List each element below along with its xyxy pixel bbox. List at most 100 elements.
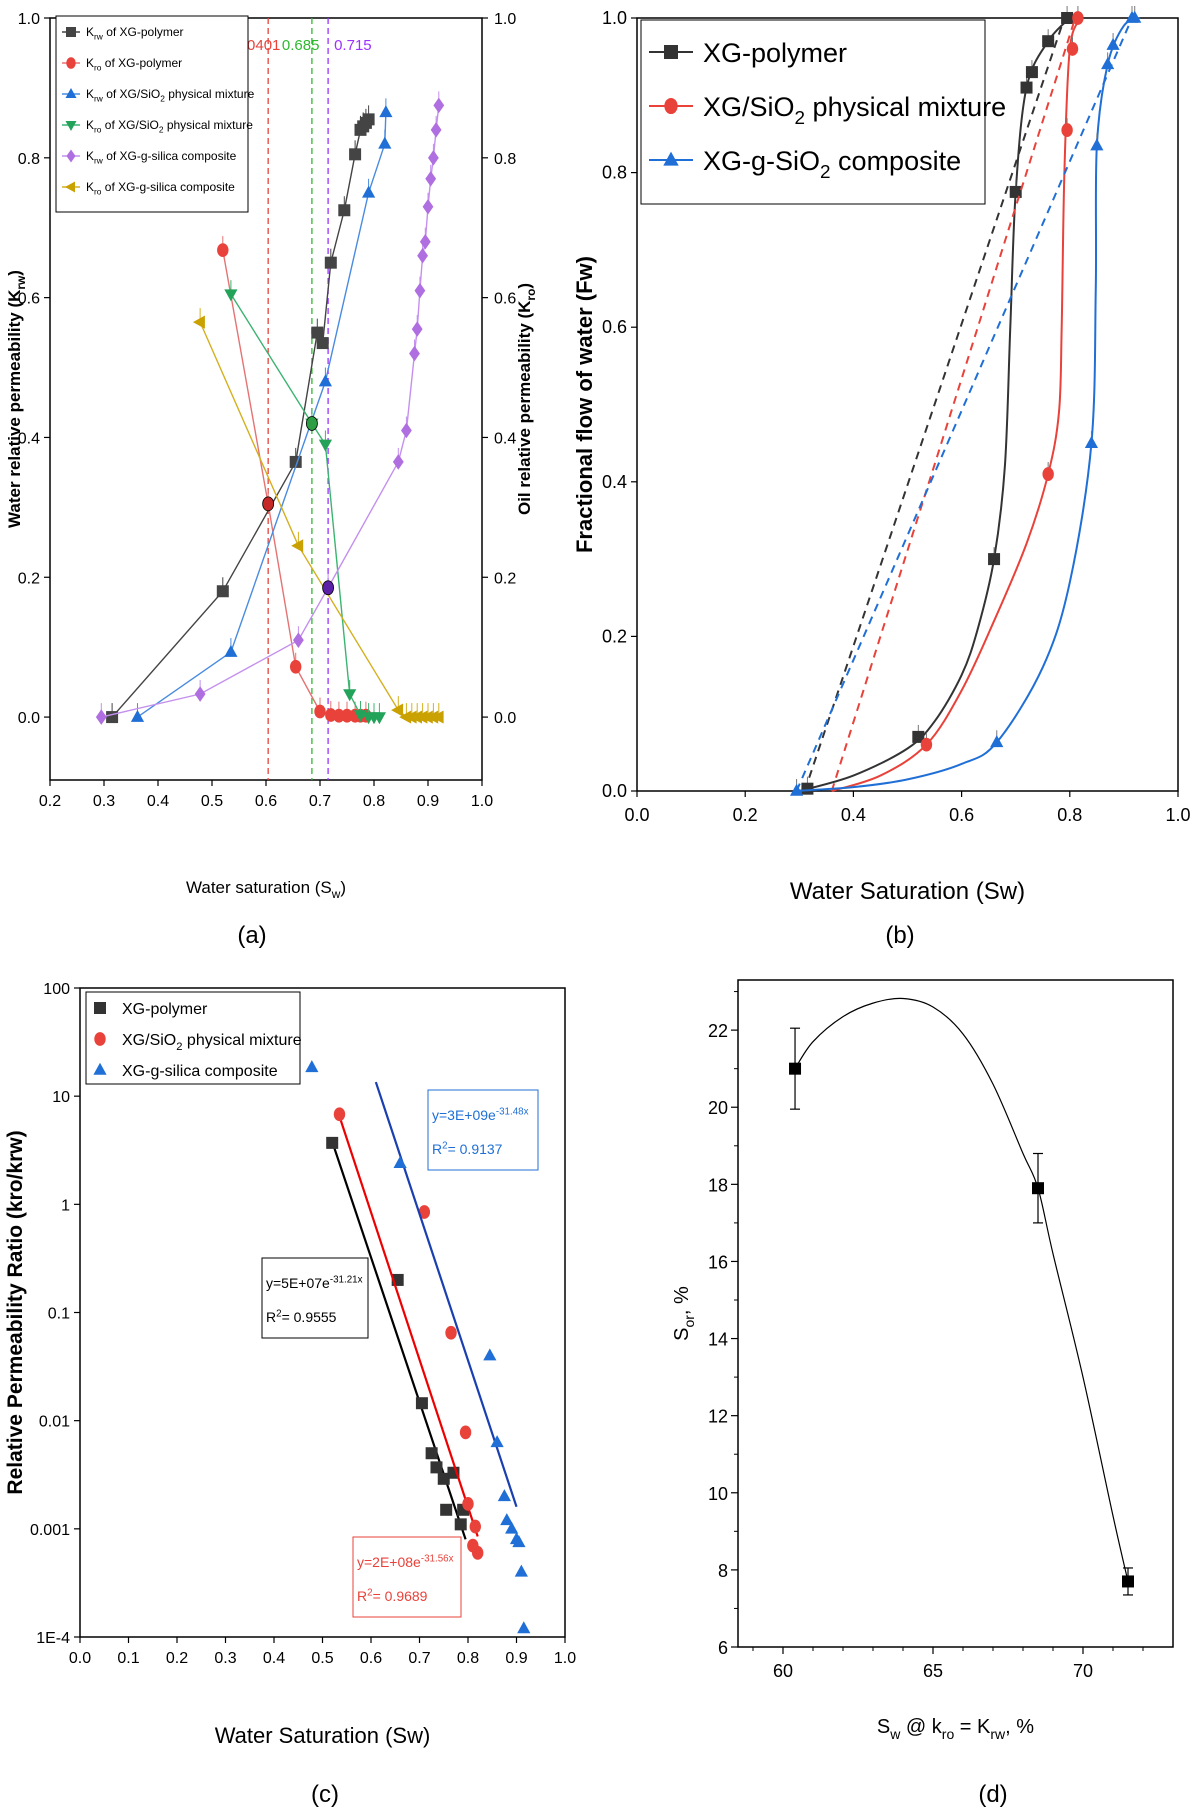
panel-b-tangent-line (830, 17, 1077, 792)
panel-d-y-tick-label: 18 (708, 1175, 728, 1195)
panel-d-x-axis-title-part: , % (1005, 1716, 1034, 1738)
panel-a-y2-tick-label: 0.0 (494, 710, 516, 727)
panel-a-data-point (192, 315, 205, 329)
panel-a-legend-label-part: K (86, 56, 94, 70)
panel-b-data-point (1061, 123, 1073, 137)
panel-d-x-axis-title-part: ro (942, 1726, 955, 1742)
panel-a-y2-tick-label: 1.0 (494, 11, 516, 28)
panel-c-fit-r2-part: R (266, 1309, 276, 1325)
panel-a-y-tick-label: 1.0 (18, 11, 40, 28)
panel-a-x-tick-label: 0.3 (93, 793, 115, 810)
panel-c-x-axis-title: Water Saturation (Sw) (215, 1723, 431, 1748)
panel-a-data-point (194, 686, 206, 702)
panel-a-data-point (318, 439, 332, 452)
panel-a-legend-label-part: K (86, 118, 94, 132)
panel-a-y2-tick-label: 0.4 (494, 430, 516, 447)
panel-b-x-tick-label: 0.6 (949, 805, 974, 825)
panel-d-y-tick-label: 10 (708, 1484, 728, 1504)
panel-a-y2-axis-title: Oil relative permeability (Kro) (515, 283, 538, 515)
panel-a-intersection-point (322, 580, 335, 596)
panel-c-data-point (483, 1348, 497, 1361)
panel-a-y2-tick-label: 0.6 (494, 291, 516, 308)
panel-b-data-point (1061, 12, 1074, 24)
panel-b-legend-label-part: XG-polymer (703, 38, 847, 68)
panel-a-legend-label-part: of XG-polymer (103, 25, 184, 39)
panel-b-tangent-line (803, 17, 1066, 792)
panel-a-legend-marker (66, 27, 76, 37)
panel-a-data-point (349, 148, 362, 161)
panel-c-fit-r2: R2= 0.9555 (266, 1308, 337, 1325)
panel-b-y-tick-label: 0.2 (602, 626, 627, 646)
panel-c-legend-label-part: XG/SiO (122, 1032, 176, 1049)
panel-b-data-point (1072, 11, 1084, 25)
panel-c-y-tick-label: 0.001 (30, 1522, 70, 1539)
panel-c-fit-r2-part: R (432, 1141, 442, 1157)
panel-b-x-tick-label: 0.0 (624, 805, 649, 825)
panel-a-legend-label-part: 2 (159, 125, 164, 135)
panel-b-legend-label: XG-g-SiO2 composite (703, 146, 961, 183)
panel-b-caption: (b) (885, 922, 914, 949)
panel-b-data-point (1090, 138, 1104, 151)
panel-a-legend-label-part: of XG-polymer (101, 56, 182, 70)
panel-c-data-point (454, 1518, 467, 1531)
panel-a-data-point (338, 204, 351, 217)
panel-c-x-tick-label: 0.4 (263, 1650, 285, 1667)
panel-a-legend-label: Krw of XG-g-silica composite (86, 149, 237, 166)
panel-a-caption: (a) (237, 922, 266, 949)
panel-a-x-tick-label: 0.5 (201, 793, 223, 810)
panel-a-legend-label-part: K (86, 180, 94, 194)
panel-a-intersection-point (305, 416, 318, 431)
panel-a-data-point (431, 710, 444, 724)
panel-c-legend-label-part: 2 (176, 1041, 182, 1053)
panel-c-y-tick-label: 0.1 (48, 1306, 70, 1323)
panel-a-data-point (316, 337, 329, 350)
panel-c-data-point (415, 1397, 428, 1410)
panel-c-fit-equation-part: y=5E+07e (266, 1275, 330, 1291)
panel-c-fit-r2-part: = 0.9689 (373, 1588, 428, 1604)
panel-b-y-tick-label: 0.6 (602, 317, 627, 337)
panel-a-legend-label-part: rw (94, 156, 104, 166)
panel-c-fit-r2: R2= 0.9137 (432, 1140, 503, 1157)
panel-b-legend-label: XG/SiO2 physical mixture (703, 92, 1006, 129)
panel-a-x-tick-label: 0.4 (147, 793, 169, 810)
panel-c-fit-equation-part: -31.21x (330, 1274, 363, 1285)
panel-c-x-tick-label: 0.9 (505, 1650, 527, 1667)
panel-c-fit-r2: R2= 0.9689 (357, 1587, 428, 1604)
panel-a-legend-label-part: rw (94, 32, 104, 42)
panel-b-x-tick-label: 0.8 (1057, 805, 1082, 825)
panel-c-legend-label-part: physical mixture (182, 1032, 301, 1049)
panel-c-fit-equation: y=3E+09e-31.48x (432, 1106, 529, 1123)
panel-a-data-point (216, 585, 229, 598)
panel-c-fit-equation-part: -31.56x (421, 1553, 454, 1564)
panel-b-legend-marker (663, 151, 679, 166)
panel-a-y-tick-label: 0.2 (18, 570, 40, 587)
panel-a-legend-label-part: of XG/SiO (101, 118, 158, 132)
panel-a-data-point (311, 326, 324, 339)
panel-c-x-tick-label: 0.0 (69, 1650, 91, 1667)
panel-a-data-point (290, 659, 302, 674)
panel-a-legend-box (55, 15, 249, 213)
panel-d-data-point (1122, 1575, 1134, 1588)
panel-d-y-axis-title-part: or (681, 1315, 697, 1328)
panel-a-y2-tick-label: 0.8 (494, 151, 516, 168)
panel-b-y-axis-title: Fractional flow of water (Fw) (572, 256, 597, 553)
panel-c-y-tick-label: 0.01 (39, 1414, 70, 1431)
panel-c-y-tick-label: 10 (52, 1089, 70, 1106)
panel-a-legend-label-part: physical mixture (165, 87, 255, 101)
panel-c-legend-label-part: XG-polymer (122, 1001, 208, 1018)
panel-c-legend-label-part: XG-g-silica composite (122, 1063, 278, 1080)
panel-a-y2-tick-label: 0.2 (494, 570, 516, 587)
panel-c-fit-line (338, 1116, 479, 1537)
panel-a-x-tick-label: 0.8 (363, 793, 385, 810)
panel-a-data-point (314, 704, 326, 719)
panel-c-fit-r2-part: 2 (276, 1308, 281, 1319)
panel-a-data-point (378, 136, 392, 149)
panel-c-data-point (469, 1519, 481, 1534)
panel-a-y-tick-label: 0.4 (18, 430, 40, 447)
panel-c-data-point (514, 1564, 528, 1577)
panel-a-data-point (430, 122, 442, 138)
panel-d-x-tick-label: 60 (773, 1661, 793, 1681)
panel-c-data-point (333, 1107, 346, 1122)
panel-c-data-point (425, 1447, 438, 1460)
panel-d-plot-frame (737, 979, 1174, 1648)
